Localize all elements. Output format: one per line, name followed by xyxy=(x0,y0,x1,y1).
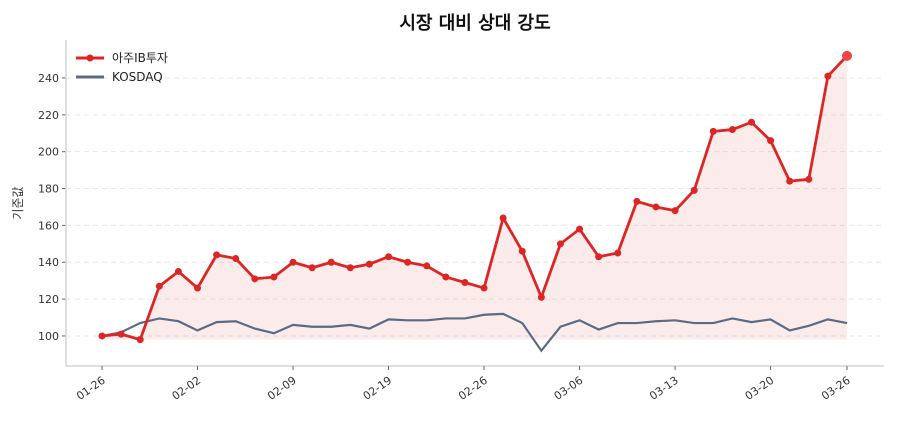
stock-point xyxy=(633,197,641,205)
stock-point xyxy=(595,253,603,261)
stock-point xyxy=(728,126,736,134)
stock-point xyxy=(537,293,545,301)
chart-title: 시장 대비 상대 강도 xyxy=(399,13,550,34)
stock-point xyxy=(709,127,717,135)
stock-point xyxy=(652,203,660,211)
area-fill xyxy=(102,55,847,340)
stock-point xyxy=(136,336,144,344)
x-tick-label: 02-19 xyxy=(361,374,395,403)
x-tick-label: 03-26 xyxy=(819,374,853,403)
stock-point xyxy=(404,258,412,266)
stock-point xyxy=(251,275,259,283)
stock-point xyxy=(480,284,488,292)
y-axis-label: 기준값 xyxy=(11,186,25,219)
stock-point xyxy=(556,240,564,248)
stock-point xyxy=(461,279,469,287)
stock-point xyxy=(155,282,163,290)
stock-point xyxy=(174,267,182,275)
x-tick-label: 01-26 xyxy=(74,374,108,403)
y-tick-label: 140 xyxy=(38,256,59,269)
stock-point xyxy=(98,332,106,340)
y-tick-label: 220 xyxy=(38,109,59,122)
stock-point xyxy=(365,260,373,268)
stock-point xyxy=(614,249,622,257)
stock-point xyxy=(270,273,278,281)
x-tick-label: 03-13 xyxy=(647,374,681,403)
legend: 아주IB투자 KOSDAQ xyxy=(76,51,168,84)
y-tick-label: 240 xyxy=(38,72,59,85)
stock-point xyxy=(232,255,240,263)
stock-point xyxy=(385,253,393,261)
stock-point xyxy=(842,50,852,61)
y-tick-label: 160 xyxy=(38,219,59,232)
stock-point xyxy=(117,330,125,338)
stock-point xyxy=(442,273,450,281)
stock-point xyxy=(786,177,794,185)
stock-point xyxy=(518,247,526,255)
stock-point xyxy=(805,175,813,183)
stock-point xyxy=(346,264,354,272)
stock-point xyxy=(690,186,698,194)
y-tick-label: 100 xyxy=(38,330,59,343)
stock-point xyxy=(747,118,755,126)
legend-label-kosdaq: KOSDAQ xyxy=(112,70,163,84)
x-tick-label: 02-09 xyxy=(265,374,299,403)
kosdaq-line xyxy=(101,312,848,353)
stock-point xyxy=(289,258,297,266)
stock-point xyxy=(824,72,832,80)
stock-point xyxy=(194,284,202,292)
stock-point xyxy=(308,264,316,272)
stock-point xyxy=(423,262,431,270)
x-tick-label: 02-02 xyxy=(170,374,204,403)
y-tick-label: 200 xyxy=(38,146,59,159)
legend-label-stock: 아주IB투자 xyxy=(112,51,168,65)
x-tick-label: 02-26 xyxy=(456,374,490,403)
stock-point xyxy=(213,251,221,259)
y-tick-label: 120 xyxy=(38,293,59,306)
stock-point xyxy=(499,214,507,222)
stock-point xyxy=(671,207,679,215)
x-tick-label: 03-20 xyxy=(743,374,777,403)
stock-point xyxy=(327,258,335,266)
x-tick-label: 03-06 xyxy=(552,374,586,403)
stock-point xyxy=(576,225,584,233)
stock-line xyxy=(101,54,849,342)
stock-point xyxy=(767,137,775,145)
y-tick-label: 180 xyxy=(38,183,59,196)
